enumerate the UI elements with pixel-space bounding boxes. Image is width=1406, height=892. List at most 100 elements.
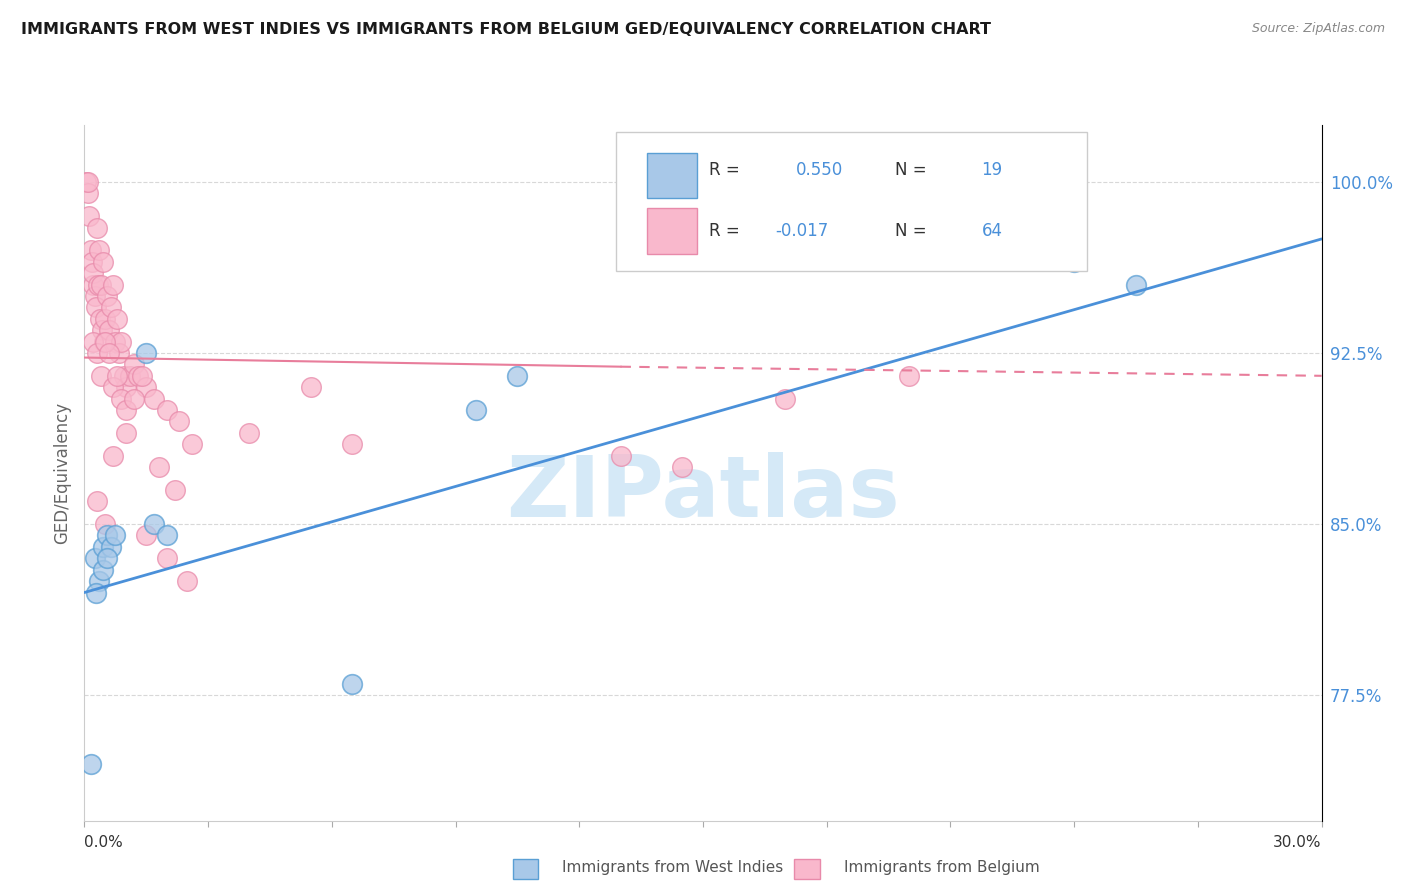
Point	[79, 756, 101, 771]
Point	[87, 574, 110, 588]
Text: Source: ZipAtlas.com: Source: ZipAtlas.com	[1251, 22, 1385, 36]
Text: 0.550: 0.550	[796, 161, 844, 179]
Point	[143, 392, 166, 406]
Point	[103, 380, 125, 394]
Text: ZIPatlas: ZIPatlas	[506, 452, 900, 535]
Point	[77, 175, 100, 189]
Point	[135, 346, 157, 360]
Point	[342, 437, 364, 451]
Point	[114, 425, 136, 440]
Point	[100, 301, 122, 315]
Point	[112, 368, 135, 383]
Point	[127, 368, 149, 383]
Bar	[647, 153, 697, 198]
Point	[100, 540, 122, 554]
Text: 30.0%: 30.0%	[1274, 836, 1322, 850]
Point	[135, 528, 157, 542]
Point	[91, 563, 114, 577]
Text: Immigrants from Belgium: Immigrants from Belgium	[844, 861, 1039, 875]
Point	[110, 334, 132, 349]
Point	[180, 437, 202, 451]
Point	[775, 392, 797, 406]
Text: R =: R =	[709, 221, 745, 240]
Point	[148, 460, 170, 475]
Point	[122, 358, 145, 372]
Point	[122, 392, 145, 406]
Point	[90, 277, 112, 292]
Text: N =: N =	[894, 221, 932, 240]
Point	[93, 334, 115, 349]
Point	[80, 254, 103, 268]
Point	[91, 254, 114, 268]
Point	[79, 209, 101, 223]
Point	[131, 368, 153, 383]
Point	[114, 380, 136, 394]
Text: R =: R =	[709, 161, 745, 179]
Point	[103, 277, 125, 292]
Point	[83, 289, 105, 303]
Point	[84, 585, 107, 599]
Point	[156, 403, 179, 417]
Point	[114, 403, 136, 417]
Point	[165, 483, 187, 497]
Point	[98, 323, 121, 337]
Point	[103, 449, 125, 463]
Point	[90, 323, 112, 337]
Point	[86, 346, 108, 360]
Point	[609, 449, 631, 463]
Point	[465, 403, 488, 417]
Point	[87, 244, 110, 258]
Point	[342, 677, 364, 691]
Point	[82, 277, 104, 292]
Point	[156, 528, 179, 542]
Bar	[647, 209, 697, 253]
Text: -0.017: -0.017	[775, 221, 828, 240]
Y-axis label: GED/Equivalency: GED/Equivalency	[53, 401, 72, 544]
Point	[94, 311, 117, 326]
Text: IMMIGRANTS FROM WEST INDIES VS IMMIGRANTS FROM BELGIUM GED/EQUIVALENCY CORRELATI: IMMIGRANTS FROM WEST INDIES VS IMMIGRANT…	[21, 22, 991, 37]
FancyBboxPatch shape	[616, 132, 1087, 271]
Point	[90, 368, 112, 383]
Point	[89, 311, 111, 326]
Text: Immigrants from West Indies: Immigrants from West Indies	[562, 861, 783, 875]
Point	[82, 266, 104, 280]
Point	[105, 311, 128, 326]
Point	[299, 380, 322, 394]
Point	[167, 414, 190, 428]
Point	[98, 346, 121, 360]
Point	[86, 494, 108, 508]
Point	[1063, 254, 1085, 268]
Point	[79, 244, 101, 258]
Point	[76, 186, 98, 201]
Point	[96, 528, 118, 542]
Text: 19: 19	[981, 161, 1002, 179]
Point	[898, 368, 921, 383]
Point	[1125, 277, 1147, 292]
Point	[104, 528, 127, 542]
Point	[143, 517, 166, 532]
Point	[83, 551, 105, 566]
Point	[86, 220, 108, 235]
Point	[86, 277, 108, 292]
Point	[118, 368, 141, 383]
Text: 64: 64	[981, 221, 1002, 240]
Text: N =: N =	[894, 161, 932, 179]
Point	[108, 346, 131, 360]
Point	[96, 289, 118, 303]
Point	[75, 175, 97, 189]
Point	[110, 392, 132, 406]
Point	[96, 551, 118, 566]
Point	[135, 380, 157, 394]
Point	[176, 574, 198, 588]
Text: 0.0%: 0.0%	[84, 836, 124, 850]
Point	[104, 334, 127, 349]
Point	[105, 368, 128, 383]
Point	[94, 517, 117, 532]
Point	[84, 301, 107, 315]
Point	[156, 551, 179, 566]
Point	[506, 368, 529, 383]
Point	[94, 334, 117, 349]
Point	[91, 540, 114, 554]
Point	[671, 460, 693, 475]
Point	[238, 425, 260, 440]
